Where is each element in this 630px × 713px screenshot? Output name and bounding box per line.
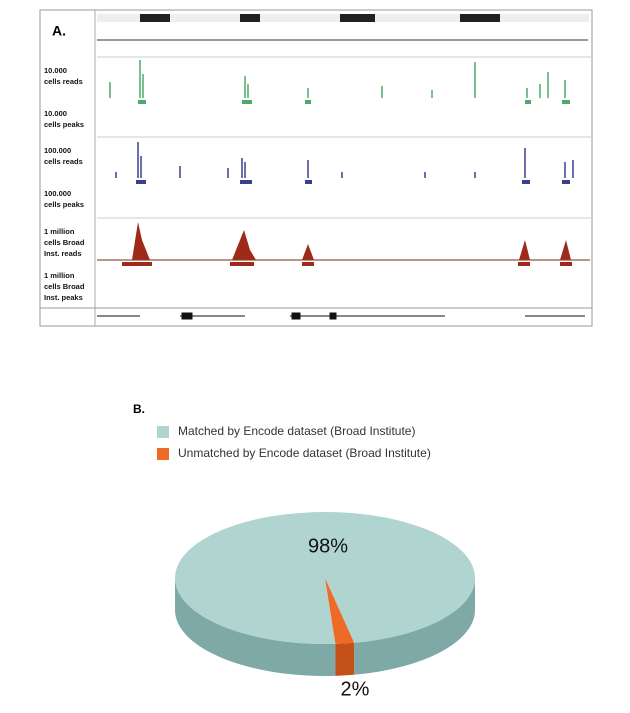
browser-frame xyxy=(39,9,593,327)
pie-slice xyxy=(325,578,355,644)
legend-label: Unmatched by Encode dataset (Broad Insti… xyxy=(178,446,431,460)
panel-label: A. xyxy=(52,23,66,39)
value-label: 98% xyxy=(308,535,348,557)
track-label: 100.000 cells peaks xyxy=(44,189,84,209)
track-peaks-1 xyxy=(138,100,570,104)
ideogram-band xyxy=(340,14,375,22)
legend-swatch xyxy=(157,448,169,460)
gene-track xyxy=(97,312,585,320)
pie: Matched by Encode dataset (Broad Institu… xyxy=(157,424,475,700)
value-label: 2% xyxy=(341,678,370,700)
ideogram-band xyxy=(140,14,170,22)
track-reads-2 xyxy=(115,142,574,178)
legend-swatch xyxy=(157,426,169,438)
pie-side xyxy=(354,578,475,675)
track-peaks-3 xyxy=(122,262,572,266)
genome-browser: A. xyxy=(39,9,593,327)
track-label: 1 million cells Broad Inst. reads xyxy=(44,227,85,258)
track-labels: 10.000 cells reads 10.000 cells peaks 100.00… xyxy=(44,66,85,302)
pie-side xyxy=(175,578,336,676)
track-label: 1 million cells Broad Inst. peaks xyxy=(44,271,85,302)
track-peaks-2 xyxy=(136,180,570,184)
track-label: 10.000 cells peaks xyxy=(44,109,84,129)
pie-side xyxy=(335,642,355,676)
track-label: 10.000 cells reads xyxy=(44,66,83,86)
track-reads-3 xyxy=(132,222,571,260)
track-label: 100.000 cells reads xyxy=(44,146,83,166)
ideogram-band xyxy=(240,14,260,22)
ideogram-band xyxy=(460,14,500,22)
track-reads-1 xyxy=(109,60,566,98)
pie-slice xyxy=(174,512,475,644)
chart-title: B. xyxy=(133,402,145,416)
legend-label: Matched by Encode dataset (Broad Institu… xyxy=(178,424,415,438)
